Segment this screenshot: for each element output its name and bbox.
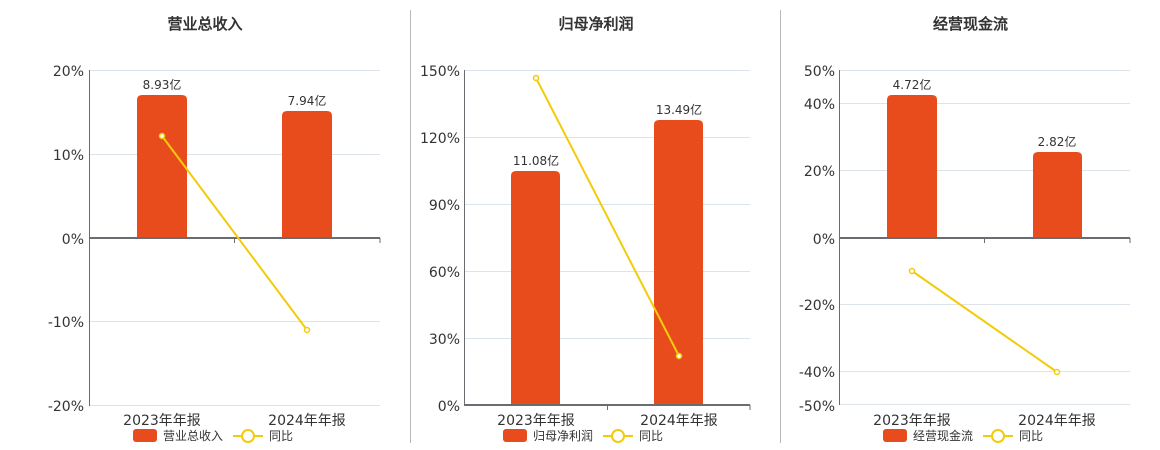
y-tick-label: 150%: [420, 64, 460, 80]
y-tick-label: -20%: [799, 298, 835, 314]
yoy-point[interactable]: [1053, 368, 1061, 376]
legend-bar-swatch[interactable]: [133, 429, 157, 442]
legend-bar-swatch[interactable]: [883, 429, 907, 442]
yoy-point[interactable]: [675, 352, 683, 360]
chart-plot-operating-cash-flow: 50% 40% 20% 0% -20% -40% -50% 4.72亿 2.82…: [799, 64, 1131, 429]
y-tick-label: 90%: [429, 198, 460, 214]
chart-title: 营业总收入: [167, 15, 243, 33]
legend-line-swatch-icon[interactable]: [233, 428, 264, 443]
y-tick-label: 50%: [804, 64, 835, 80]
chart-legend: 归母净利润 同比: [503, 427, 663, 444]
legend-bar-swatch[interactable]: [503, 429, 527, 442]
chart-panel-net-profit: 归母净利润 150% 120% 90% 60% 30% 0% 11.08亿 13…: [411, 0, 781, 450]
bar-2023[interactable]: [887, 95, 937, 238]
bar-value-label: 11.08亿: [513, 153, 559, 168]
panel-divider: [780, 10, 781, 443]
x-tick-label: 2023年年报: [123, 413, 201, 429]
y-tick-label: 0%: [62, 232, 84, 248]
x-tick-label: 2024年年报: [1018, 413, 1096, 429]
legend-bar-label[interactable]: 归母净利润: [533, 429, 594, 443]
x-tick-label: 2024年年报: [640, 413, 718, 429]
y-tick-label: 20%: [804, 164, 835, 180]
x-tick-label: 2023年年报: [873, 413, 951, 429]
bar-value-label: 4.72亿: [893, 77, 932, 92]
yoy-point[interactable]: [303, 326, 311, 334]
legend-line-label[interactable]: 同比: [639, 429, 664, 443]
legend-bar-label[interactable]: 经营现金流: [913, 429, 974, 443]
y-tick-label: 120%: [420, 131, 460, 147]
chart-panel-revenue: 营业总收入 20% 10% 0% -10% -20% 8.93亿 7.94亿: [0, 0, 410, 450]
chart-panel-operating-cash-flow: 经营现金流 50% 40% 20% 0% -20% -40% -50% 4.72…: [781, 0, 1160, 450]
yoy-point[interactable]: [908, 267, 916, 275]
x-tick-label: 2023年年报: [497, 413, 575, 429]
legend-line-label[interactable]: 同比: [269, 429, 294, 443]
y-tick-label: 10%: [53, 148, 84, 164]
yoy-line: [911, 270, 1058, 373]
yoy-point[interactable]: [158, 132, 166, 140]
chart-plot-revenue: 20% 10% 0% -10% -20% 8.93亿 7.94亿 2023年年报…: [48, 64, 381, 429]
yoy-line: [535, 77, 680, 357]
bar-2024[interactable]: [654, 120, 703, 405]
y-tick-label: 0%: [813, 232, 835, 248]
bar-2024[interactable]: [1033, 152, 1082, 238]
bar-value-label: 8.93亿: [143, 77, 182, 92]
chart-title: 经营现金流: [932, 15, 1008, 33]
bar-2023[interactable]: [137, 95, 187, 238]
legend-line-label[interactable]: 同比: [1019, 429, 1044, 443]
y-tick-label: -10%: [48, 315, 84, 331]
y-tick-label: 40%: [804, 97, 835, 113]
y-tick-label: 60%: [429, 265, 460, 281]
legend-bar-label[interactable]: 营业总收入: [163, 429, 224, 443]
y-tick-label: 0%: [438, 399, 460, 415]
y-tick-label: 20%: [53, 64, 84, 80]
y-tick-label: -50%: [799, 399, 835, 415]
bar-value-label: 2.82亿: [1038, 134, 1077, 149]
y-tick-label: -40%: [799, 365, 835, 381]
chart-legend: 营业总收入 同比: [133, 427, 293, 444]
y-tick-label: 30%: [429, 332, 460, 348]
chart-legend: 经营现金流 同比: [883, 427, 1043, 444]
bar-2023[interactable]: [511, 171, 560, 405]
y-tick-label: -20%: [48, 399, 84, 415]
panel-divider: [410, 10, 411, 443]
chart-title: 归母净利润: [558, 15, 634, 33]
yoy-point[interactable]: [532, 74, 540, 82]
x-tick-label: 2024年年报: [268, 413, 346, 429]
bar-value-label: 7.94亿: [288, 93, 327, 108]
yoy-line: [161, 135, 308, 331]
legend-line-swatch-icon[interactable]: [983, 428, 1014, 443]
chart-plot-net-profit: 150% 120% 90% 60% 30% 0% 11.08亿 13.49亿 2…: [420, 64, 751, 429]
bar-2024[interactable]: [282, 111, 332, 238]
bar-value-label: 13.49亿: [656, 102, 702, 117]
legend-line-swatch-icon[interactable]: [603, 428, 634, 443]
